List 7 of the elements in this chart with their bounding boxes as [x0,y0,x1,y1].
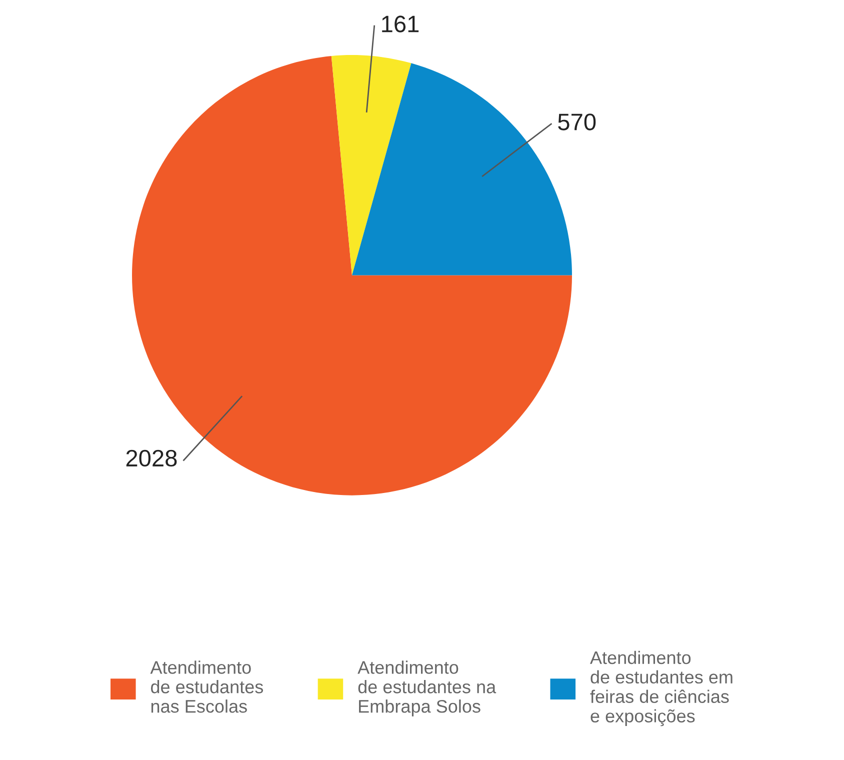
data-label: 161 [382,16,419,32]
legend-label: Atendimento de estudantes na Embrapa Solos [358,660,496,716]
data-label: 2028 [126,450,177,467]
data-label: 570 [558,114,596,130]
pie-slice [331,55,412,276]
legend-label: Atendimento de estudantes em feiras de ciências e exposições [590,650,732,726]
legend-label: Atendimento de estudantes nas Escolas [150,660,264,713]
